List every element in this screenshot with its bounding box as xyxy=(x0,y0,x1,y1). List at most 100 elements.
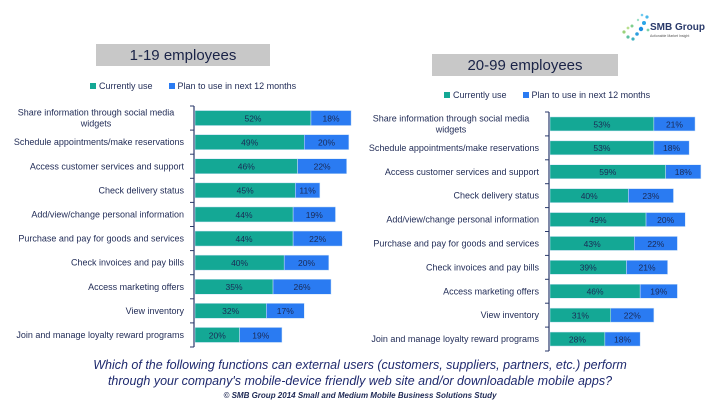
category-label: Add/view/change personal information xyxy=(386,215,539,225)
category-label: Purchase and pay for goods and services xyxy=(18,234,184,244)
category-label: Check delivery status xyxy=(453,191,539,201)
data-label-currently-use: 39% xyxy=(580,263,597,273)
legend-left: Currently use Plan to use in next 12 mon… xyxy=(90,81,296,91)
category-label: Share information through social media wi… xyxy=(373,113,530,134)
data-label-currently-use: 40% xyxy=(231,258,248,268)
data-label-plan-to-use: 20% xyxy=(298,258,315,268)
chart-1-19-employees: Share information through social media wi… xyxy=(14,105,352,348)
data-label-currently-use: 31% xyxy=(572,310,589,320)
data-label-plan-to-use: 11% xyxy=(299,186,316,196)
chart-title-1-19: 1-19 employees xyxy=(96,44,270,66)
data-label-currently-use: 32% xyxy=(222,306,239,316)
category-label: Access marketing offers xyxy=(443,286,539,296)
data-label-plan-to-use: 22% xyxy=(314,162,331,172)
data-label-plan-to-use: 21% xyxy=(666,119,683,129)
category-label: Access customer services and support xyxy=(30,161,185,171)
legend-label-plan: Plan to use in next 12 months xyxy=(177,81,297,91)
category-label: Purchase and pay for goods and services xyxy=(373,238,539,248)
survey-question-line-2: through your company's mobile-device fri… xyxy=(107,374,613,388)
bar-plan-to-use xyxy=(665,164,702,179)
data-label-currently-use: 45% xyxy=(237,186,254,196)
data-label-plan-to-use: 19% xyxy=(252,330,269,340)
source-citation: © SMB Group 2014 Small and Medium Mobile… xyxy=(223,391,497,400)
logo-tagline: Actionable Market Insight xyxy=(650,34,690,38)
data-label-plan-to-use: 20% xyxy=(657,215,674,225)
category-label: Schedule appointments/make reservations xyxy=(369,143,540,153)
logo-dots-icon xyxy=(622,13,650,41)
data-label-currently-use: 59% xyxy=(599,167,616,177)
data-label-plan-to-use: 26% xyxy=(294,282,311,292)
category-label: Add/view/change personal information xyxy=(31,209,184,219)
bar-plan-to-use xyxy=(292,230,343,247)
legend-item-plan: Plan to use in next 12 months xyxy=(168,81,297,91)
data-label-currently-use: 44% xyxy=(236,210,253,220)
category-label: Check invoices and pay bills xyxy=(71,258,185,268)
bar-plan-to-use xyxy=(304,134,350,150)
bar-plan-to-use xyxy=(266,303,305,319)
survey-question: Which of the following functions can ext… xyxy=(0,357,720,389)
legend-item-current: Currently use xyxy=(444,90,507,100)
bar-plan-to-use xyxy=(653,116,696,132)
bar-plan-to-use xyxy=(283,254,330,271)
category-label: Schedule appointments/make reservations xyxy=(14,137,185,147)
data-label-currently-use: 46% xyxy=(587,287,604,297)
bar-plan-to-use xyxy=(610,307,655,323)
category-label: View inventory xyxy=(481,310,540,320)
data-label-currently-use: 44% xyxy=(236,234,253,244)
data-label-plan-to-use: 20% xyxy=(318,137,335,147)
data-label-currently-use: 28% xyxy=(569,334,586,344)
legend-swatch-plan xyxy=(522,92,529,98)
data-label-currently-use: 43% xyxy=(584,239,601,249)
legend-label-plan: Plan to use in next 12 months xyxy=(531,90,651,100)
data-label-currently-use: 20% xyxy=(209,330,226,340)
data-label-plan-to-use: 21% xyxy=(639,263,656,273)
category-label: Access marketing offers xyxy=(88,282,184,292)
bar-plan-to-use xyxy=(272,279,332,295)
data-label-currently-use: 52% xyxy=(244,113,261,123)
data-label-plan-to-use: 18% xyxy=(663,143,680,153)
legend-item-plan: Plan to use in next 12 months xyxy=(522,90,651,100)
category-label: View inventory xyxy=(126,306,185,316)
data-label-plan-to-use: 22% xyxy=(309,234,326,244)
bar-plan-to-use xyxy=(295,182,321,199)
category-label: Join and manage loyalty reward programs xyxy=(16,330,184,340)
legend-swatch-current xyxy=(444,92,450,98)
data-label-currently-use: 35% xyxy=(226,282,243,292)
category-label: Check delivery status xyxy=(98,185,184,195)
legend-item-current: Currently use xyxy=(90,81,153,91)
logo-text: SMB Group xyxy=(650,22,705,33)
data-label-plan-to-use: 19% xyxy=(650,287,667,297)
bar-plan-to-use xyxy=(239,327,283,343)
category-label: Check invoices and pay bills xyxy=(426,262,540,272)
data-label-plan-to-use: 18% xyxy=(675,167,692,177)
data-label-currently-use: 49% xyxy=(590,215,607,225)
data-label-plan-to-use: 17% xyxy=(277,306,294,316)
category-label: Share information through social media wi… xyxy=(18,108,175,129)
data-label-plan-to-use: 18% xyxy=(614,334,631,344)
bar-plan-to-use xyxy=(639,284,678,299)
bar-plan-to-use xyxy=(628,188,674,203)
legend-swatch-plan xyxy=(168,83,175,89)
category-label: Join and manage loyalty reward programs xyxy=(371,334,539,344)
data-label-currently-use: 49% xyxy=(241,137,258,147)
chart-title-20-99: 20-99 employees xyxy=(432,54,618,76)
bar-plan-to-use xyxy=(653,140,690,156)
data-label-plan-to-use: 22% xyxy=(624,310,641,320)
smb-group-logo: SMB Group Actionable Market Insight xyxy=(620,8,712,44)
data-label-currently-use: 40% xyxy=(581,191,598,201)
legend-label-current: Currently use xyxy=(99,81,153,91)
survey-question-line-1: Which of the following functions can ext… xyxy=(93,358,627,372)
bar-plan-to-use xyxy=(297,158,347,174)
data-label-currently-use: 46% xyxy=(238,162,255,172)
chart-20-99-employees: Share information through social media wi… xyxy=(369,111,702,352)
bar-plan-to-use xyxy=(645,212,686,227)
bar-plan-to-use xyxy=(292,206,336,223)
legend-right: Currently use Plan to use in next 12 mon… xyxy=(444,90,650,100)
data-label-plan-to-use: 18% xyxy=(323,113,340,123)
bar-plan-to-use xyxy=(634,236,678,251)
data-label-currently-use: 53% xyxy=(593,119,610,129)
category-label: Access customer services and support xyxy=(385,167,540,177)
data-label-plan-to-use: 19% xyxy=(306,210,323,220)
data-label-currently-use: 53% xyxy=(593,143,610,153)
